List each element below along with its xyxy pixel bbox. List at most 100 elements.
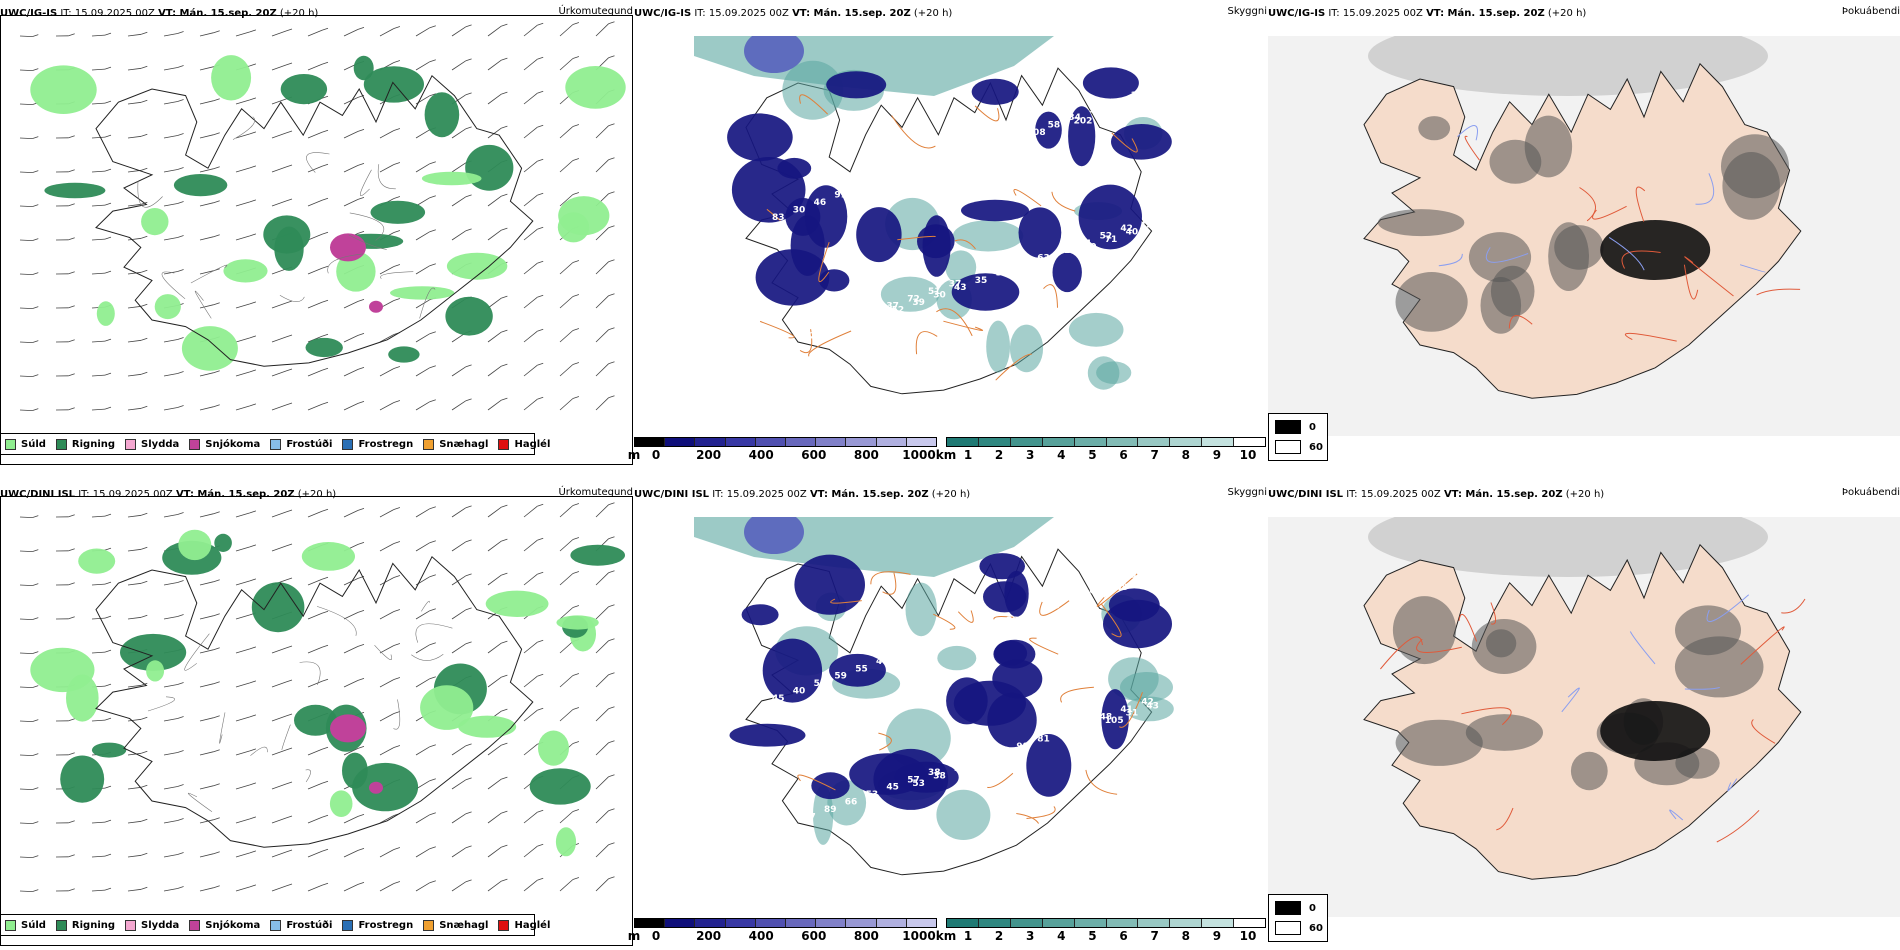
field-name: Skyggni [1227, 6, 1267, 17]
legend-label: 60 [1309, 441, 1323, 453]
cloudbase-value-label: 76 [1027, 609, 1040, 619]
colorbar-tick: 4 [1057, 448, 1066, 462]
colorbar-segment [635, 919, 666, 927]
colorbar-segment [1234, 919, 1266, 927]
lead-time: (+20 h) [1547, 8, 1587, 19]
colorbar-tick: 600 [801, 929, 827, 943]
cloudbase-value-label: 42 [985, 624, 998, 634]
colorbar-tick: 5 [1088, 929, 1097, 943]
cloudbase-value-label: 47 [918, 161, 931, 171]
legend-swatch [5, 919, 16, 931]
precip-legend-item: Frostregn [342, 919, 413, 931]
legend-swatch [1275, 921, 1301, 935]
legend-swatch [270, 919, 282, 931]
cloudbase-value-label: 66 [845, 798, 858, 808]
colorbar-segment [906, 438, 937, 446]
precip-legend-item: Frostúði [270, 438, 333, 450]
colorbar-segment [1234, 438, 1266, 446]
legend-swatch [1275, 440, 1301, 454]
colorbar-segment [947, 919, 979, 927]
cloudbase-value-label: 52 [1058, 246, 1071, 256]
cloudbase-value-label: 40 [793, 687, 806, 697]
precip-map [19, 21, 626, 411]
cloudbase-value-label: 46 [814, 198, 827, 208]
cloudbase-value-label: 33 [954, 764, 967, 774]
cloudbase-value-label: 47 [949, 761, 962, 771]
cloudbase-value-label: 38 [933, 772, 946, 782]
panel-fog-row2: UWC/DINI ISL IT: 15.09.2025 00Z VT: Mán.… [1268, 481, 1900, 946]
colorbar-unit: km [935, 448, 957, 462]
colorbar-segment [1138, 438, 1171, 446]
legend-label: Frostúði [286, 438, 333, 450]
cloudbase-value-label: 42 [1120, 224, 1133, 234]
cloudbase-value-label: 36 [1089, 106, 1102, 116]
cloudbase-value-label: 40 [1068, 594, 1081, 604]
field-name: Úrkomutegund [558, 6, 633, 17]
legend-label: Slydda [141, 919, 180, 931]
colorbar-segment [816, 919, 847, 927]
colorbar-unit: m [627, 448, 641, 462]
colorbar-strip [946, 918, 1266, 928]
cloudbase-value-label: 202 [1074, 117, 1093, 127]
precip-legend-item: Súld [5, 438, 46, 450]
precip-legend-item: Súld [5, 919, 46, 931]
model-name: UWC/IG-IS [1268, 8, 1326, 19]
colorbar-segment [1170, 438, 1203, 446]
colorbar-tick: 800 [853, 929, 879, 943]
cloudbase-value-label: 36 [782, 820, 795, 830]
cloudbase-value-label: 30 [1136, 576, 1149, 586]
cloudbase-value-label: 39 [855, 183, 868, 193]
colorbar-tick: 3 [1026, 448, 1035, 462]
valid-time: VT: Mán. 15.sep. 20Z [792, 8, 911, 19]
cloudbase-value-label: 38 [975, 757, 988, 767]
fog-legend: 0 60 [1268, 413, 1328, 461]
cloudbase-value-label: 50 [1084, 243, 1097, 253]
init-time: IT: 15.09.2025 00Z [1328, 8, 1423, 19]
colorbar-strip [634, 918, 937, 928]
precip-legend-item: Snæhagl [423, 438, 488, 450]
cloudbase-value-label: 83 [772, 213, 785, 223]
cloudbase-value-label: 38 [1115, 102, 1128, 112]
precip-legend-item: Rigning [55, 438, 115, 450]
lead-time: (+20 h) [279, 8, 319, 19]
lead-time: (+20 h) [913, 8, 953, 19]
cloudbase-value-label: 41 [876, 176, 889, 186]
colorbar-strip [946, 437, 1266, 447]
panel-title: UWC/IG-IS IT: 15.09.2025 00Z VT: Mán. 15… [0, 8, 633, 22]
cloudbase-value-label: 51 [928, 287, 941, 297]
cloudbase-value-label: 55 [855, 664, 868, 674]
colorbar-tick: 0 [651, 929, 661, 943]
cloudbase-value-label: 59 [834, 672, 847, 682]
precip-legend-item: Snjókoma [189, 438, 260, 450]
precip-legend-item: Frostúði [270, 919, 332, 931]
colorbar-tick: 1000 [902, 448, 936, 462]
colorbar-segment [1106, 438, 1139, 446]
colorbar-tick: 400 [748, 448, 774, 462]
cloudbase-value-label: 45 [1136, 95, 1149, 105]
cloudbase-value-label: 98 [1016, 742, 1029, 752]
cloudbase-value-label: 44 [923, 165, 936, 175]
colorbar-segment [665, 919, 696, 927]
cloudbase-value-label: 81 [1037, 735, 1050, 745]
legend-swatch [498, 438, 510, 450]
lead-time: (+20 h) [297, 489, 337, 500]
legend-label: Snjókoma [205, 919, 261, 931]
cloudbase-value-label: 45 [772, 694, 785, 704]
cloudbase-value-label: 63 [1037, 254, 1050, 264]
cloudbase-value-label: 31 [1126, 709, 1139, 719]
legend-swatch [5, 438, 16, 450]
visibility-colorbar: km 1 2 3 4 5 6 7 8 9 10 [936, 918, 1266, 943]
cloudbase-value-label: 35 [782, 339, 795, 349]
cloudbase-value-label: 51 [814, 679, 827, 689]
colorbar-tick: 200 [696, 929, 722, 943]
cloudbase-value-label: 48 [1115, 583, 1128, 593]
cloudbase-value-label: 43 [954, 283, 967, 293]
fog-legend-item: 0 [1275, 420, 1316, 434]
field-name: Úrkomutegund [558, 487, 633, 498]
colorbar-segment [635, 438, 666, 446]
colorbar-tick: 1000 [902, 929, 936, 943]
model-name: UWC/DINI ISL [0, 489, 76, 500]
cloudbase-colorbar: m 0 200 400 600 800 1000 [628, 918, 937, 943]
legend-swatch [55, 919, 67, 931]
legend-swatch [189, 438, 201, 450]
